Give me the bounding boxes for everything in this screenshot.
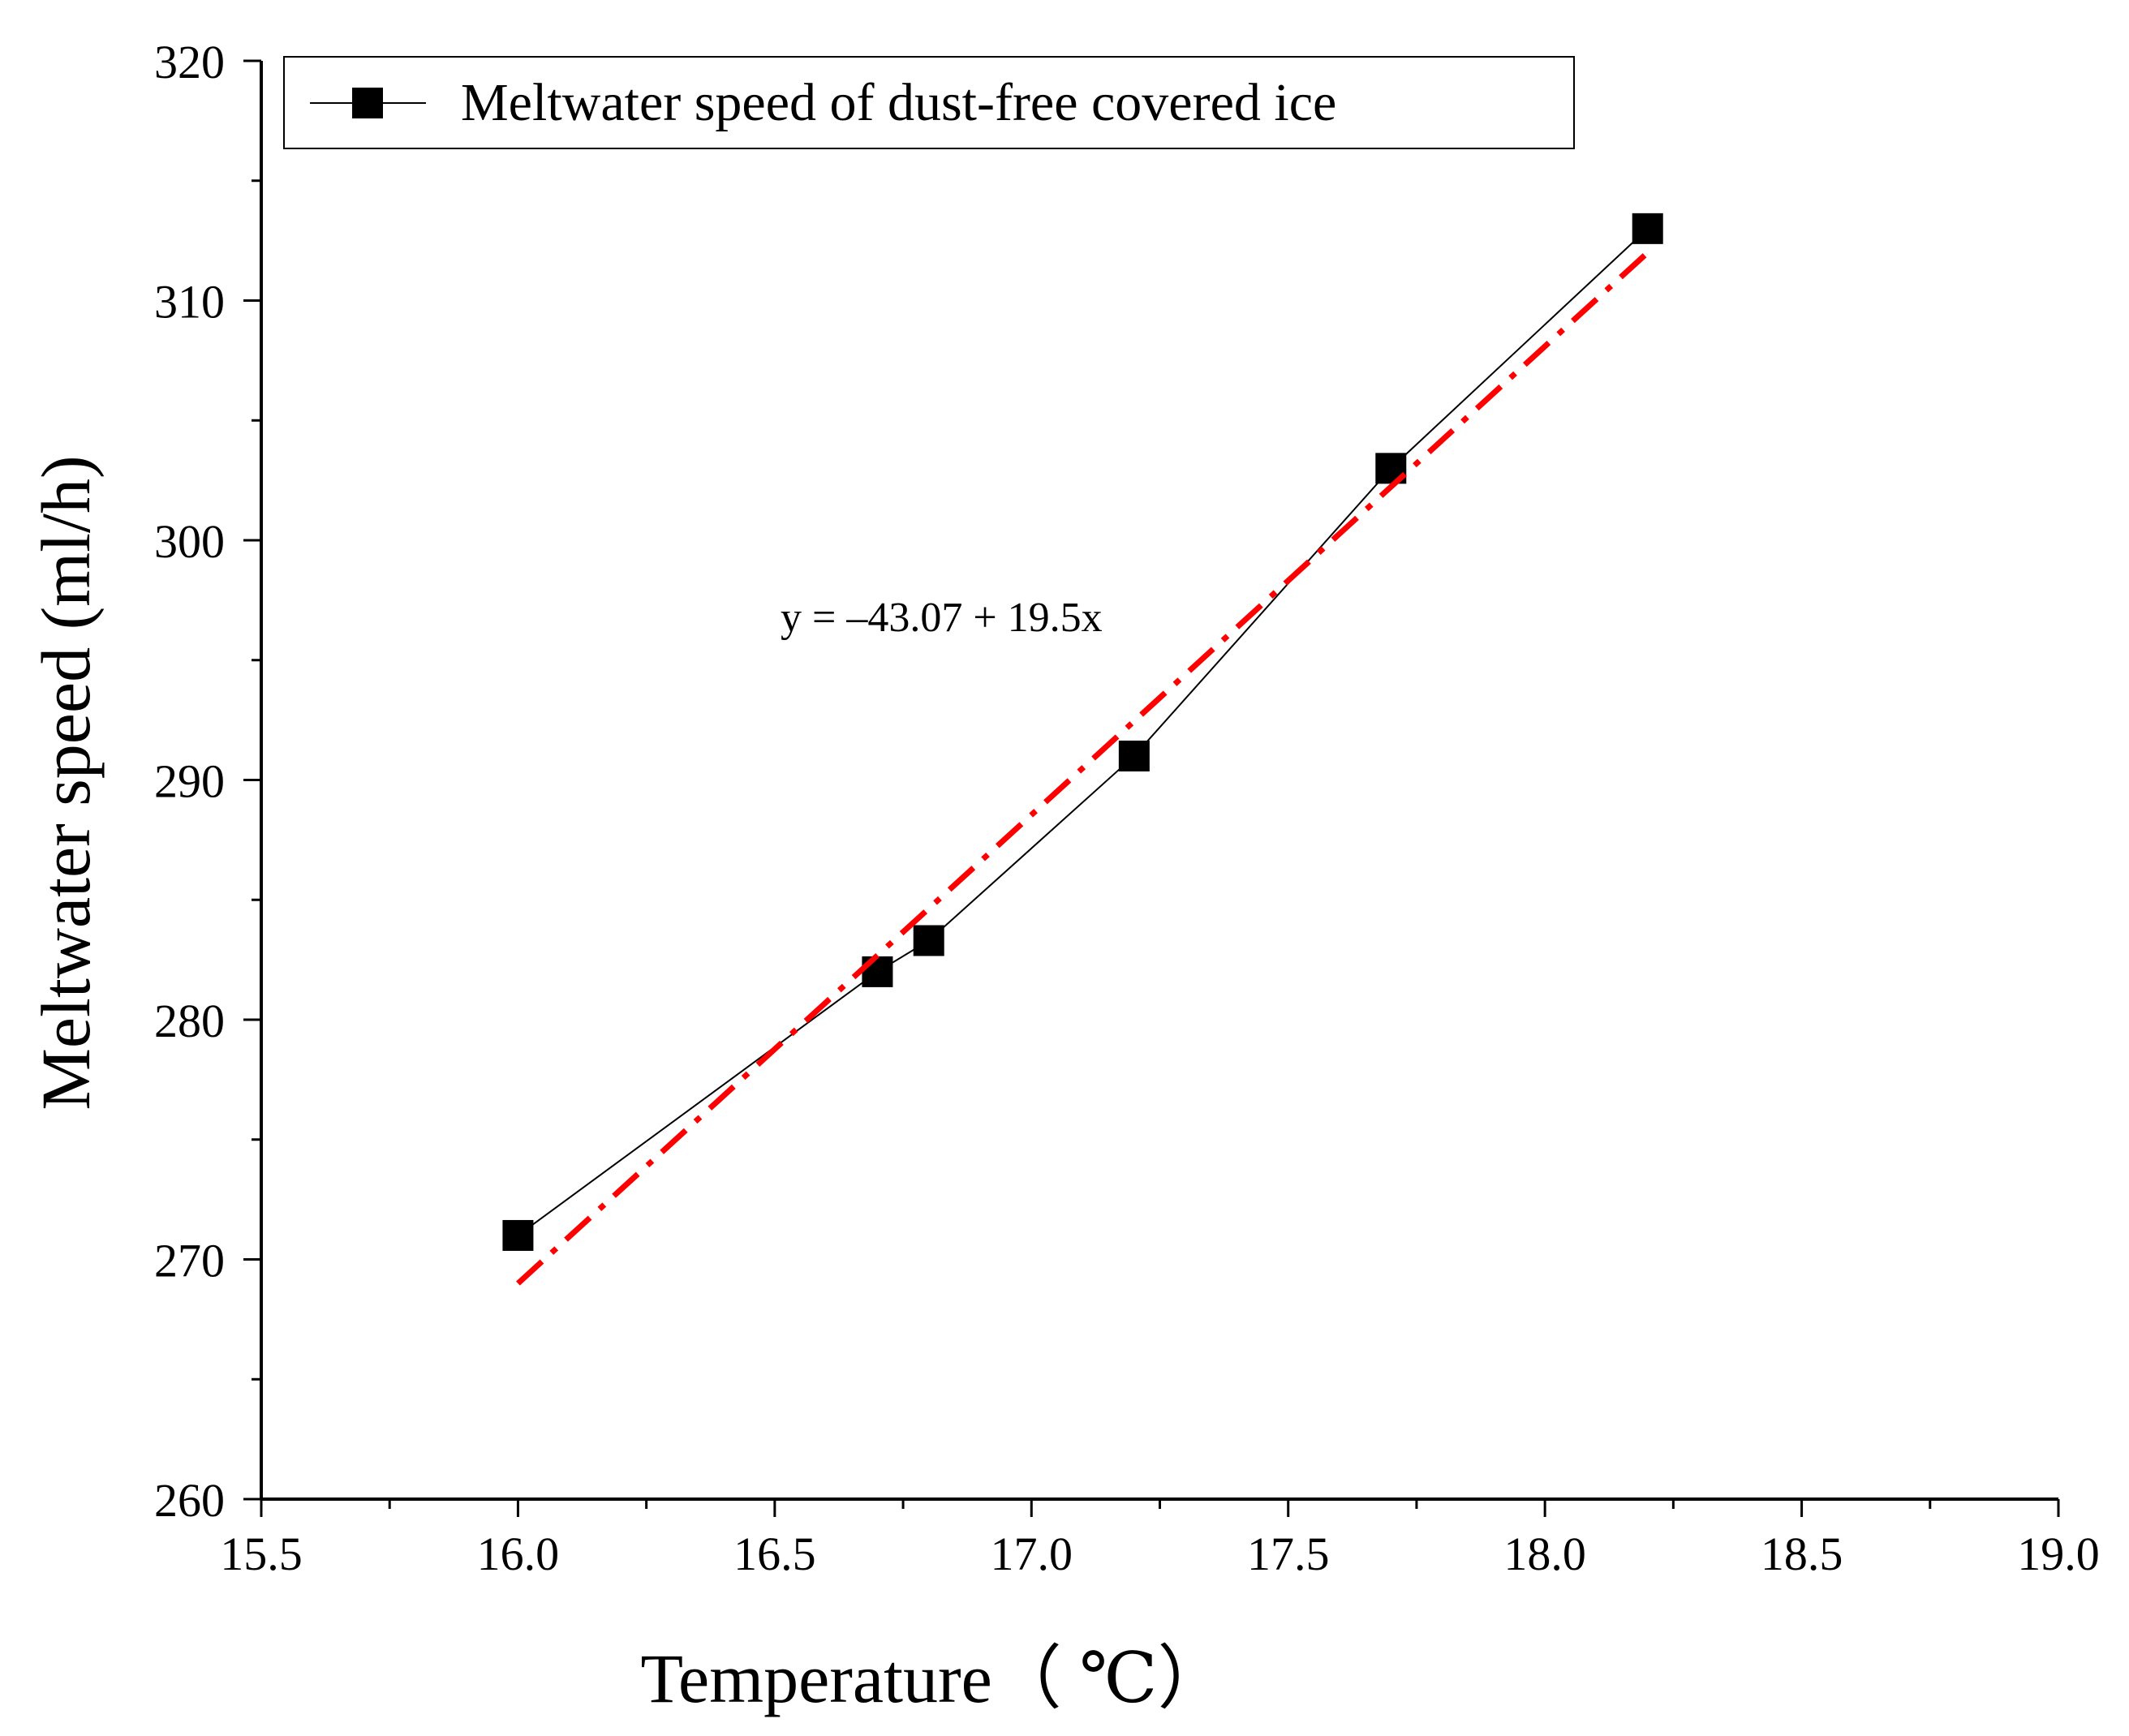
x-tick-label: 19.0: [2017, 1528, 2100, 1580]
data-point: [1118, 740, 1150, 771]
y-axis-ticks: 260 270 280 290 300 310 320: [154, 36, 261, 1527]
fit-equation: y = –43.07 + 19.5x: [781, 595, 1103, 641]
data-point: [913, 925, 944, 956]
y-axis-label: Meltwater speed (ml/h): [27, 455, 105, 1110]
y-tick-label: 320: [154, 36, 225, 88]
fit-group: [516, 250, 1650, 1286]
series-group: [502, 213, 1663, 1251]
x-tick-label: 17.0: [991, 1528, 1073, 1580]
x-tick-label: 18.5: [1761, 1528, 1843, 1580]
x-tick-label: 16.0: [477, 1528, 560, 1580]
x-tick-label: 18.0: [1503, 1528, 1586, 1580]
legend-label: Meltwater speed of dust-free covered ice: [461, 73, 1336, 132]
y-tick-label: 290: [154, 755, 225, 808]
x-tick-label: 17.5: [1247, 1528, 1330, 1580]
y-tick-label: 270: [154, 1235, 225, 1287]
fit-line: [516, 250, 1650, 1286]
x-axis-label: Temperature（ ℃）: [641, 1639, 1228, 1717]
data-point: [862, 956, 893, 987]
x-axis-ticks: 15.5 16.0 16.5 17.0 17.5 18.0 18.5 19.0: [220, 1499, 2100, 1580]
y-tick-label: 260: [154, 1474, 225, 1527]
x-tick-label: 15.5: [220, 1528, 303, 1580]
legend: Meltwater speed of dust-free covered ice: [283, 56, 1575, 149]
y-tick-label: 310: [154, 276, 225, 329]
x-tick-label: 16.5: [733, 1528, 816, 1580]
legend-marker-swatch: [352, 88, 383, 118]
legend-box: [283, 56, 1575, 149]
data-point: [1632, 213, 1663, 244]
series-line: [517, 228, 1649, 1236]
data-point: [502, 1219, 534, 1251]
y-tick-label: 280: [154, 995, 225, 1047]
axes: [260, 61, 2058, 1501]
y-tick-label: 300: [154, 515, 225, 568]
